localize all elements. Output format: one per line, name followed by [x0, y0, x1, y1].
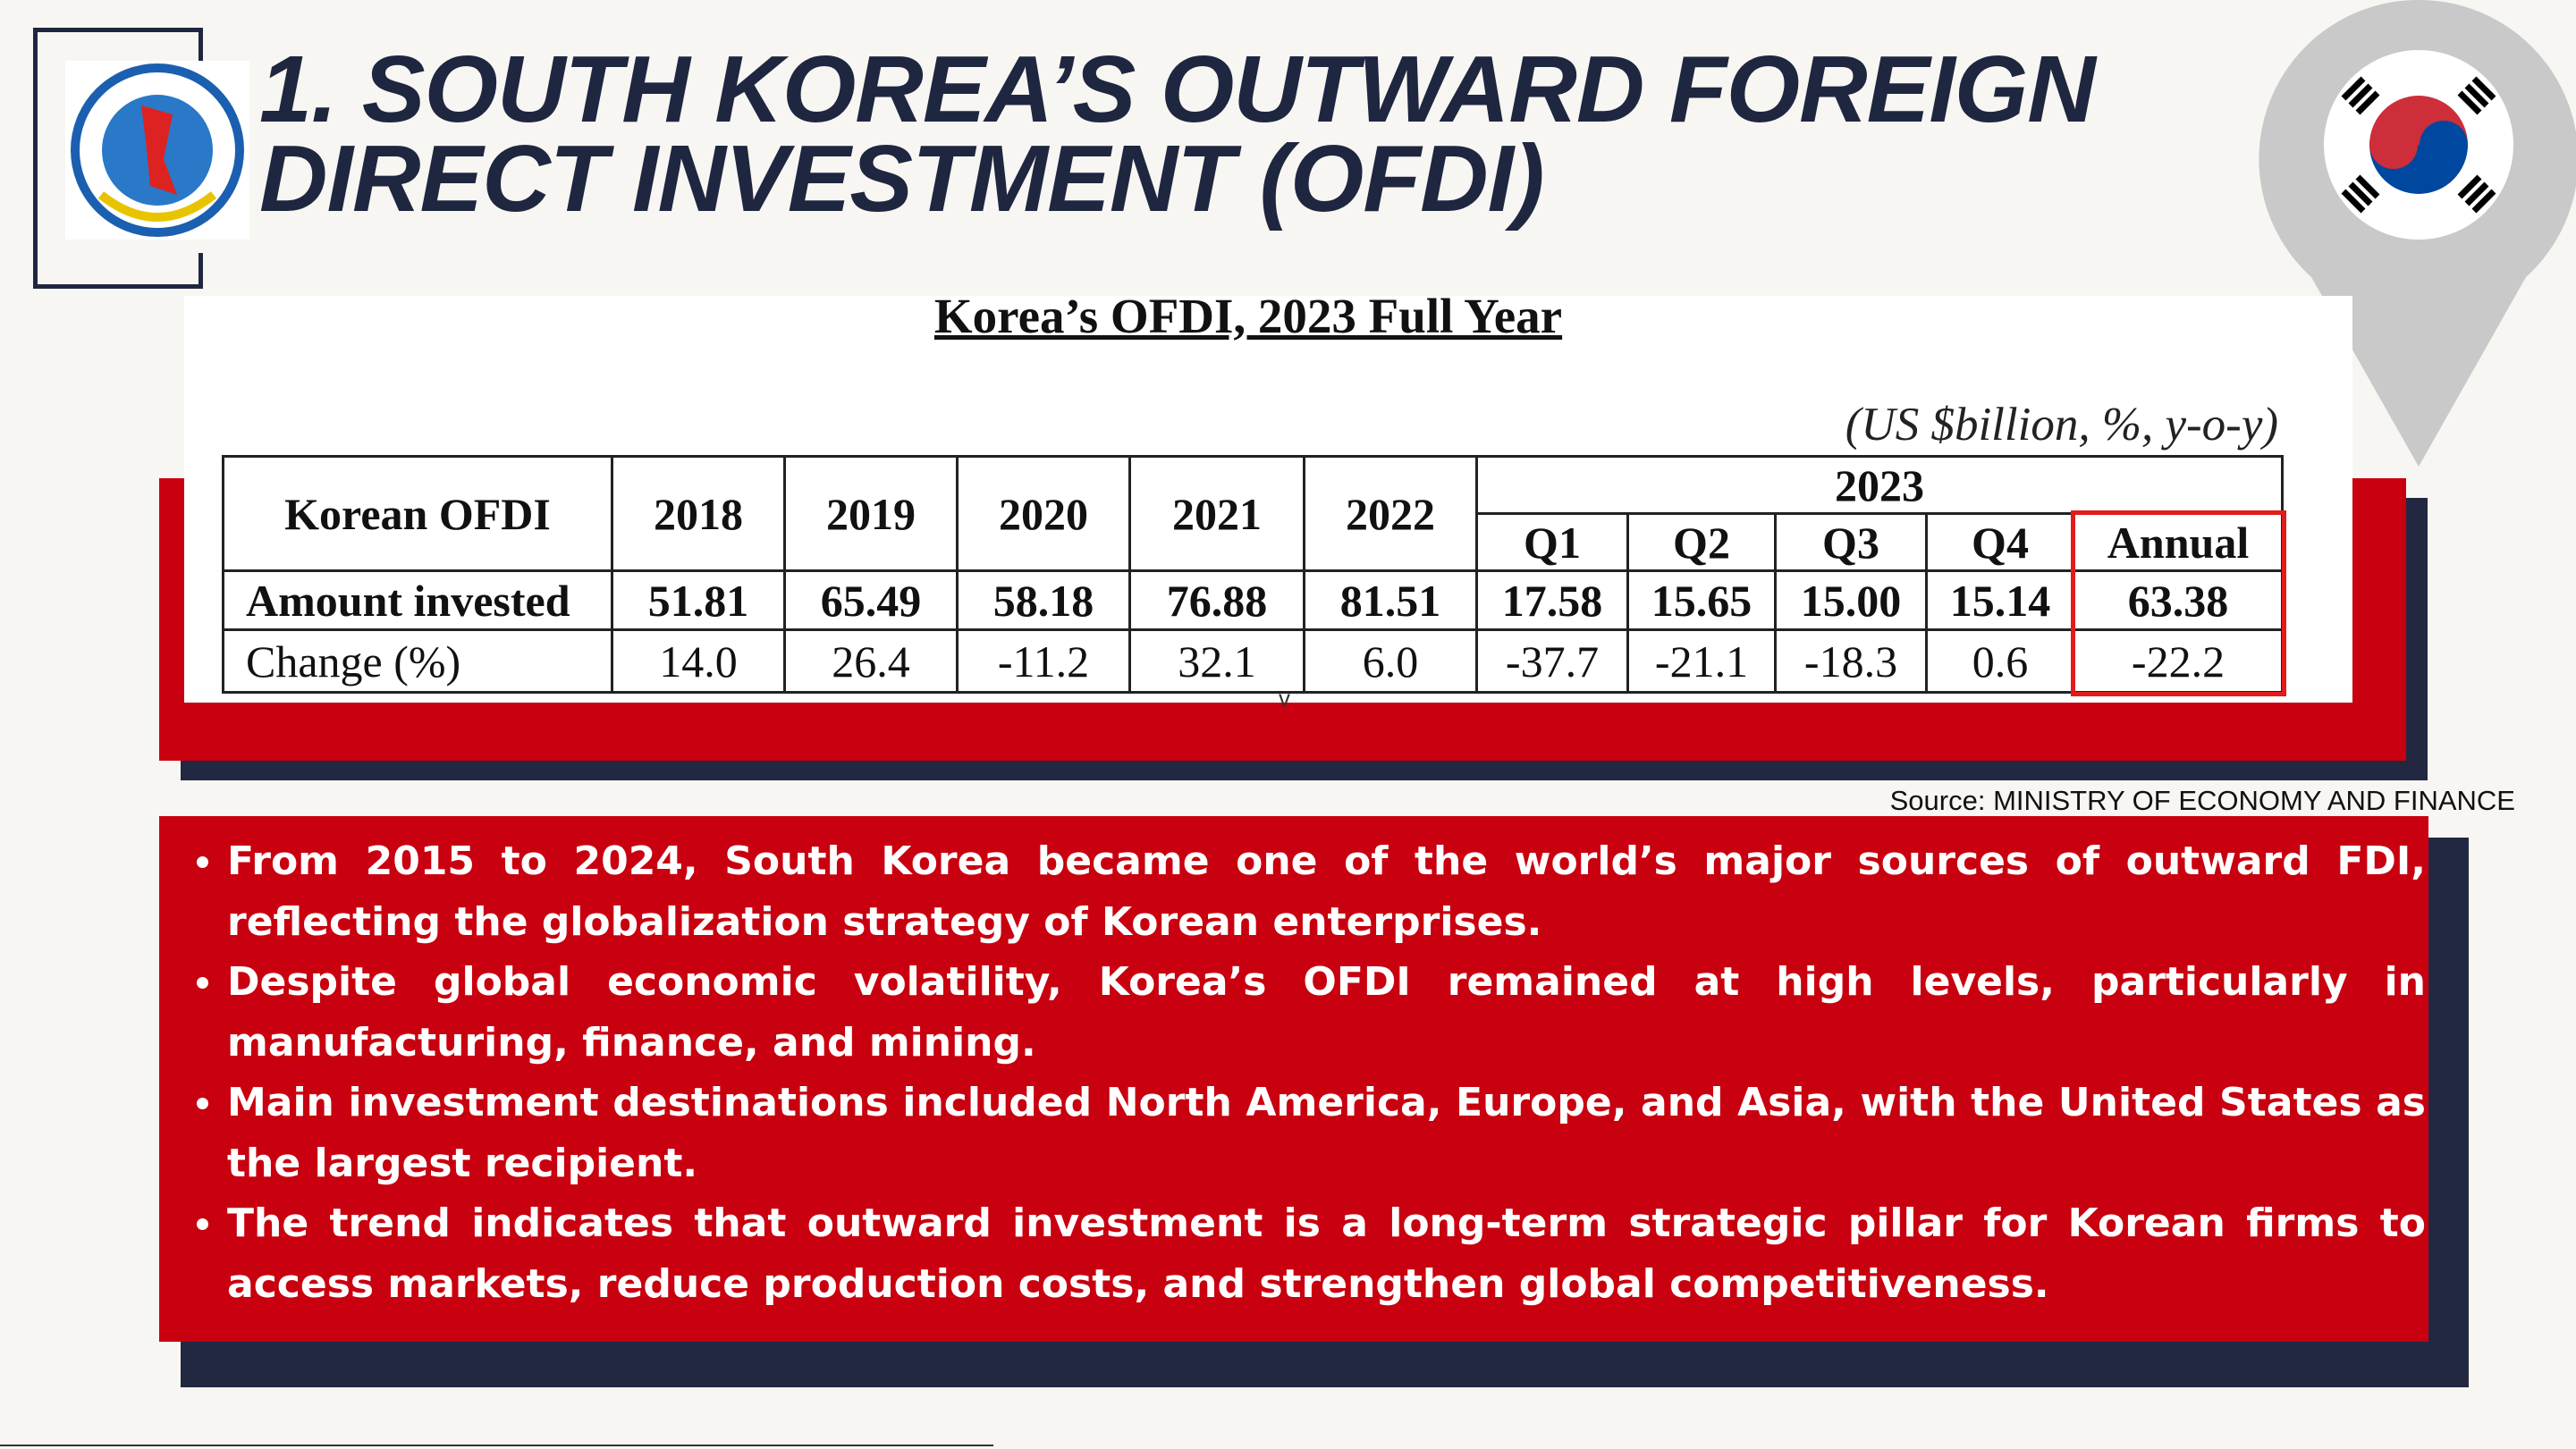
bullet: The trend indicates that outward investm…: [197, 1193, 2426, 1314]
cell: -21.1: [1626, 628, 1777, 694]
bottom-rule: [0, 1445, 993, 1446]
cell: 15.65: [1626, 569, 1777, 631]
frame-right-low: [198, 253, 203, 289]
data-row: Amount invested 51.81 65.49 58.18 76.88 81.51…: [222, 569, 2284, 631]
source: Source: MINISTRY OF ECONOMY AND FINANCE: [1889, 785, 2515, 816]
frame-right: [198, 28, 203, 63]
logo: [65, 61, 249, 240]
bullet: Main investment destinations included No…: [197, 1073, 2426, 1193]
header-cell: Annual: [2073, 512, 2284, 572]
header-cell: 2022: [1303, 455, 1478, 572]
frame-bottom: [33, 284, 203, 289]
cell: 58.18: [956, 569, 1131, 631]
header-row: Korean OFDI 2018 2019 2020 2021 2022 2023: [222, 455, 2284, 572]
frame-left: [33, 28, 38, 289]
cell: 81.51: [1303, 569, 1478, 631]
location-pin: [2259, 0, 2576, 467]
ofdi-table: Korean OFDI 2018 2019 2020 2021 2022 2023 Q1 Q2 Q…: [222, 455, 2284, 694]
header-cell: 2020: [956, 455, 1131, 572]
header-cell: Q3: [1774, 512, 1928, 572]
cell: Amount invested: [222, 569, 613, 631]
frame-top: [33, 28, 203, 32]
cell: 6.0: [1303, 628, 1478, 694]
header-cell: 2023: [1475, 455, 2284, 515]
cell: 63.38: [2073, 569, 2284, 631]
header-cell: Q1: [1475, 512, 1629, 572]
stray-mark: v: [1279, 685, 1290, 712]
cell: -37.7: [1475, 628, 1629, 694]
bullet: Despite global economic volatility, Kore…: [197, 952, 2426, 1073]
cell: -18.3: [1774, 628, 1928, 694]
cell: 15.14: [1925, 569, 2075, 631]
bullet: From 2015 to 2024, South Korea became on…: [197, 831, 2426, 952]
title-line: DIRECT INVESTMENT (OFDI): [259, 126, 1544, 232]
title: 1. SOUTH KOREA’S OUTWARD FOREIGN DIRECT …: [259, 37, 2096, 232]
cell: 14.0: [611, 628, 786, 694]
bullet-list: From 2015 to 2024, South Korea became on…: [191, 831, 2426, 1314]
header-row: Q1 Q2 Q3 Q4 Annual: [224, 512, 2284, 572]
header-cell: 2018: [611, 455, 786, 572]
cell: -11.2: [956, 628, 1131, 694]
table-units: (US $billion, %, y-o-y): [1845, 399, 2278, 451]
cell: -22.2: [2073, 628, 2284, 694]
cell: 51.81: [611, 569, 786, 631]
data-row: Change (%) 14.0 26.4 -11.2 32.1 6.0 -37.7 -21.1…: [222, 628, 2284, 694]
cell: 65.49: [783, 569, 959, 631]
cell: 17.58: [1475, 569, 1629, 631]
header-cell: 2021: [1128, 455, 1305, 572]
bullets-box: [159, 816, 2428, 1342]
title-line: 1. SOUTH KOREA’S OUTWARD FOREIGN: [259, 37, 2096, 142]
header-cell: Q4: [1925, 512, 2075, 572]
cell: 0.6: [1925, 628, 2075, 694]
header-cell: Q2: [1626, 512, 1777, 572]
table-title: Korea’s OFDI, 2023 Full Year: [933, 289, 1563, 343]
cell: 76.88: [1128, 569, 1305, 631]
header-cell: Korean OFDI: [222, 455, 613, 572]
annual-highlight: [2071, 510, 2286, 696]
cell: 15.00: [1774, 569, 1928, 631]
header-cell: 2019: [783, 455, 959, 572]
cell: Change (%): [222, 628, 613, 694]
cell: 32.1: [1128, 628, 1305, 694]
cell: 26.4: [783, 628, 959, 694]
